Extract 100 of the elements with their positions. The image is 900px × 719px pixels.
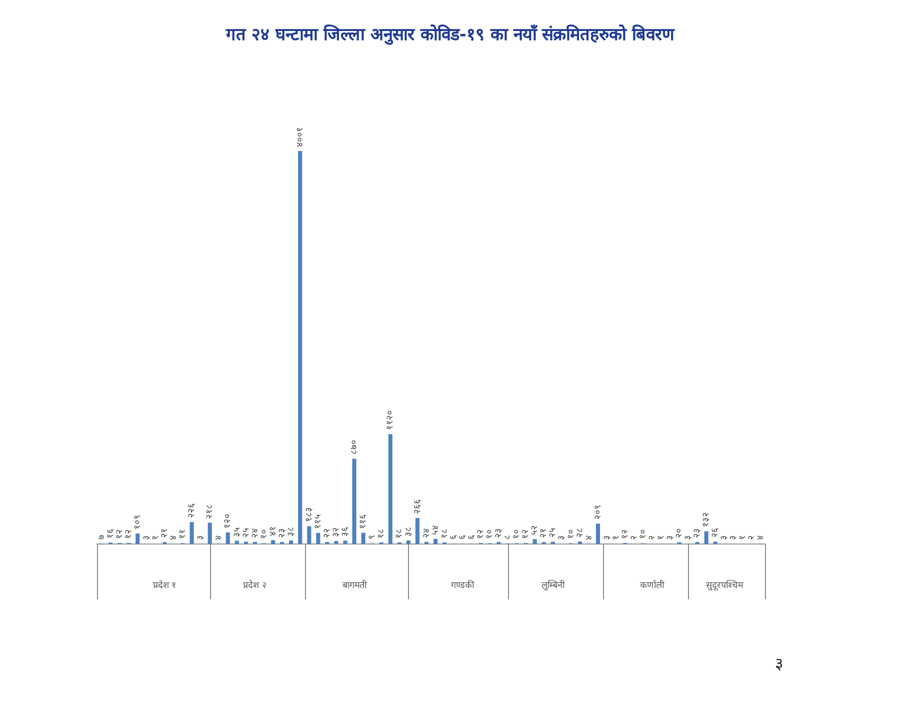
data-label: १८३ — [304, 507, 314, 522]
data-label: १० — [638, 529, 648, 540]
data-label: २४ — [250, 528, 260, 538]
data-label: २३ — [277, 528, 288, 538]
data-label: २२ — [322, 528, 333, 538]
data-label: ४१ — [268, 526, 278, 536]
data-label: ३ — [602, 534, 612, 540]
data-label: ९ — [368, 534, 378, 540]
data-label: २१८ — [205, 504, 216, 519]
data-label: ५४ — [430, 524, 441, 535]
bar — [361, 532, 366, 544]
data-label: २ — [648, 535, 658, 540]
bar — [226, 532, 230, 544]
bar — [316, 532, 320, 544]
data-label: २५ — [548, 528, 558, 538]
x-tick-label: प्रदेश १ — [152, 578, 177, 591]
data-label: १० — [485, 529, 496, 540]
data-label: ४००१ — [295, 127, 306, 148]
data-label: १० — [259, 529, 270, 540]
data-label: २ — [746, 535, 757, 540]
data-label: ३६ — [340, 526, 351, 537]
data-label: ८७० — [350, 440, 360, 455]
data-label: २५ — [241, 528, 252, 538]
bar — [136, 533, 140, 544]
data-label: ६ — [458, 534, 468, 540]
bar — [208, 522, 212, 544]
bar — [388, 434, 392, 544]
data-label: ८ — [503, 534, 514, 540]
data-label: ४ — [214, 534, 224, 540]
chart-title: गत २४ घन्टामा जिल्ला अनुसार कोविड-१९ का नयाँ संक्रमितहरुको बिवरण — [224, 24, 676, 45]
data-label: १८ — [376, 528, 387, 538]
bar — [704, 531, 708, 544]
data-label: ३ — [728, 534, 739, 540]
bar — [190, 522, 194, 544]
data-label: १२० — [223, 513, 234, 528]
x-tick-label: बागमती — [342, 578, 368, 591]
data-label: ६ — [448, 534, 459, 540]
bar — [550, 542, 555, 544]
bar — [532, 539, 537, 544]
data-label: ११५ — [314, 514, 324, 529]
data-label: १२ — [620, 529, 630, 540]
data-label: २० — [674, 528, 685, 538]
data-label: २३ — [494, 528, 504, 538]
data-label: २६ — [710, 528, 721, 538]
data-label: ११२० — [386, 410, 396, 430]
data-label: १२ — [521, 529, 532, 540]
data-label: १० — [512, 529, 522, 540]
data-label: १६ — [106, 528, 116, 539]
data-label: ३ — [684, 534, 694, 540]
bar — [289, 540, 294, 544]
data-label: २०९ — [593, 504, 604, 520]
data-label: ३ — [196, 534, 206, 540]
data-label: ३ — [666, 534, 676, 540]
data-label: ११ — [178, 529, 188, 540]
data-label: ११६ — [358, 514, 369, 529]
data-label: ३ — [142, 534, 152, 540]
bar — [298, 151, 302, 544]
data-label: २४ — [422, 528, 432, 538]
data-label: ४ — [756, 534, 766, 540]
data-label: १२ — [476, 529, 486, 540]
bar — [713, 542, 718, 544]
data-label: १ — [151, 535, 162, 540]
data-label: १८ — [440, 528, 450, 538]
data-label: १० — [566, 529, 576, 540]
x-tick-label: प्रदेश २ — [243, 578, 267, 591]
data-label: ५२ — [530, 525, 540, 536]
data-label: ३ — [720, 534, 730, 540]
text: ३ — [775, 653, 783, 674]
data-label: ४ — [169, 534, 180, 540]
x-tick-label: सुदूरपश्चिम — [706, 578, 744, 591]
data-label: १२ — [124, 529, 134, 540]
data-label: ७ — [96, 534, 107, 540]
data-label: १२ — [114, 529, 125, 540]
x-tick-label: कर्णाली — [640, 578, 666, 591]
data-label: १ — [738, 535, 748, 540]
data-label: १ — [656, 535, 667, 540]
data-label: २१ — [539, 528, 550, 538]
data-label: ३२ — [332, 527, 342, 538]
data-label: ४ — [584, 534, 594, 540]
data-label: १८ — [394, 528, 405, 538]
data-label: २ — [629, 535, 640, 540]
bar — [334, 541, 338, 544]
data-label: १०९ — [132, 514, 143, 530]
x-tick-label: लुम्बिनी — [541, 578, 566, 591]
data-label: १ — [611, 535, 622, 540]
data-label: ३ — [557, 534, 568, 540]
data-label: २३ — [692, 528, 703, 538]
bar — [307, 526, 312, 544]
bar — [415, 518, 420, 544]
data-label: ३५ — [232, 526, 242, 537]
bar — [270, 540, 276, 544]
bar — [406, 540, 410, 544]
bar — [343, 540, 348, 544]
data-label: ३८ — [404, 526, 414, 536]
data-label: ६ — [466, 534, 477, 540]
bar — [433, 538, 438, 544]
x-tick-label: गण्डकी — [451, 578, 476, 591]
data-label: २२६ — [187, 502, 198, 518]
data-label: २८ — [575, 527, 586, 538]
data-label: २१ — [160, 528, 170, 538]
